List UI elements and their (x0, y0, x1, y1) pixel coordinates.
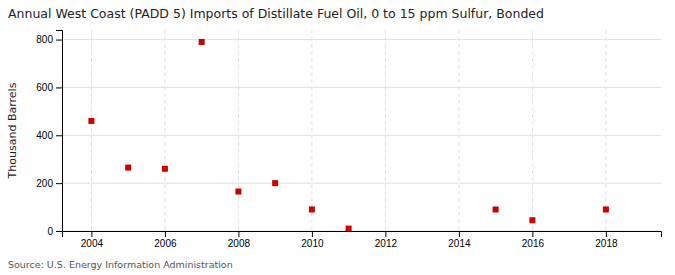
y-tick: 0 (47, 226, 62, 237)
plot-area: 2004 2006 2008 2010 2012 2014 2016 2018 0 200 400 6… (36, 30, 661, 249)
title: Annual West Coast (PADD 5) Imports of Di… (8, 6, 544, 21)
y-tick: 800 (36, 34, 62, 45)
x-axis-line (63, 232, 662, 238)
x-tick-mark (459, 231, 460, 237)
x-axis: 2004 2006 2008 2010 2012 2014 2016 2018 (63, 231, 662, 249)
x-tick-mark (312, 231, 313, 237)
x-tick: 2012 (375, 231, 398, 249)
x-tick-label: 2014 (448, 238, 471, 249)
y-axis-line (56, 31, 63, 232)
source-note: Source: U.S. Energy Information Administ… (8, 259, 233, 270)
x-tick-mark (165, 231, 166, 237)
y-tick-mark (56, 231, 62, 232)
x-tick-label: 2018 (595, 238, 618, 249)
x-tick-mark (532, 231, 533, 237)
grid-line-y (62, 87, 661, 88)
x-tick: 2018 (595, 231, 618, 249)
grid-line-x (164, 30, 165, 231)
y-tick: 200 (36, 178, 62, 189)
y-tick-mark (56, 87, 62, 88)
y-tick-mark (56, 40, 62, 41)
x-tick: 2014 (448, 231, 471, 249)
grid-line-x (532, 30, 533, 231)
x-tick-label: 2006 (154, 238, 177, 249)
x-tick: 2008 (228, 231, 251, 249)
y-tick: 600 (36, 82, 62, 93)
grid-line-x (238, 30, 239, 231)
point (125, 165, 131, 171)
marks (88, 39, 608, 231)
point (162, 166, 168, 172)
point (346, 226, 352, 231)
x-tick-label: 2004 (81, 238, 104, 249)
point (309, 206, 315, 212)
point (88, 118, 94, 124)
point (529, 217, 535, 223)
y-tick-label: 800 (36, 34, 53, 45)
grid-line-x (91, 30, 92, 231)
grid-line-x (311, 30, 312, 231)
y-axis: 0 200 400 600 800 (36, 31, 62, 237)
y-tick-mark (56, 183, 62, 184)
y-tick-label: 400 (36, 130, 53, 141)
point (199, 39, 205, 45)
grid-line-y (62, 183, 661, 184)
x-tick: 2006 (154, 231, 177, 249)
grid-line-y (62, 39, 661, 40)
y-tick: 400 (36, 130, 62, 141)
x-tick-label: 2010 (301, 238, 324, 249)
x-tick: 2004 (81, 231, 104, 249)
x-tick-label: 2012 (375, 238, 398, 249)
x-tick-mark (606, 231, 607, 237)
x-tick: 2016 (522, 231, 545, 249)
x-tick-label: 2016 (522, 238, 545, 249)
y-tick-label: 600 (36, 82, 53, 93)
x-tick-mark (238, 231, 239, 237)
y-tick-label: 0 (47, 226, 53, 237)
point (603, 206, 609, 212)
x-tick-mark (91, 231, 92, 237)
grid-line-x (385, 30, 386, 231)
x-tick-mark (385, 231, 386, 237)
y-axis-label: Thousand Barrels (6, 82, 19, 179)
y-tick-label: 200 (36, 178, 53, 189)
grid-line-x (605, 30, 606, 231)
y-tick-mark (56, 135, 62, 136)
point (235, 189, 241, 195)
point (272, 180, 278, 186)
point (493, 206, 499, 212)
grid-line-y (62, 135, 661, 136)
x-tick: 2010 (301, 231, 324, 249)
x-tick-label: 2008 (228, 238, 251, 249)
grid-line-x (458, 30, 459, 231)
grid (62, 30, 661, 231)
chart: 2004 2006 2008 2010 2012 2014 2016 2018 0 200 400 6… (0, 0, 675, 275)
